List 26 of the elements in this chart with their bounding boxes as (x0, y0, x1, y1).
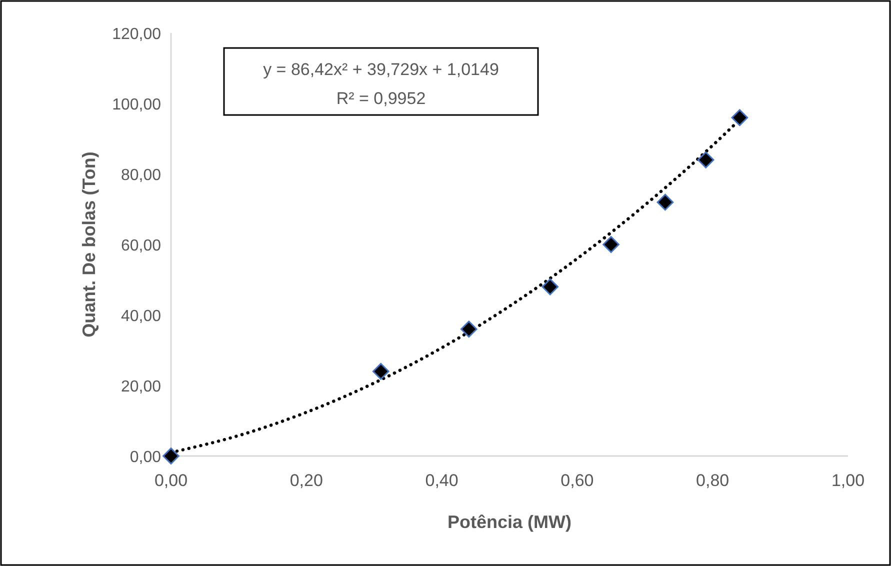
y-tick-label: 120,00 (112, 26, 162, 43)
x-tick-label: 1,00 (831, 471, 865, 490)
point (162, 448, 180, 464)
point (697, 151, 714, 168)
point (460, 320, 478, 338)
y-tick-label: 0,00 (130, 449, 162, 466)
x-tick-label: 0,80 (696, 471, 730, 490)
x-axis-title: Potência (MW) (448, 512, 572, 532)
point (602, 236, 620, 253)
equation-box: y = 86,42x² + 39,729x + 1,0149 R² = 0,9952 (223, 47, 539, 116)
y-tick-label: 20,00 (120, 378, 162, 396)
point (656, 194, 674, 211)
x-tick-label: 0,60 (560, 471, 594, 490)
point (542, 278, 559, 296)
x-tick-label: 0,40 (425, 471, 458, 490)
annotation: R² = 0,9952 (336, 89, 426, 108)
y-tick-label: 60,00 (120, 238, 162, 254)
y-tick-label: 80,00 (120, 167, 162, 184)
point (731, 109, 748, 126)
annotation: y = 86,42x² + 39,729x + 1,0149 (263, 60, 499, 79)
y-tick-label: 100,00 (112, 96, 162, 114)
point (372, 362, 390, 380)
x-tick-label: 0,00 (154, 471, 188, 490)
y-tick-label: 40,00 (120, 308, 162, 325)
y-axis-title: Quant. De bolas (Ton) (79, 152, 99, 338)
x-tick-label: 0,20 (290, 471, 323, 490)
